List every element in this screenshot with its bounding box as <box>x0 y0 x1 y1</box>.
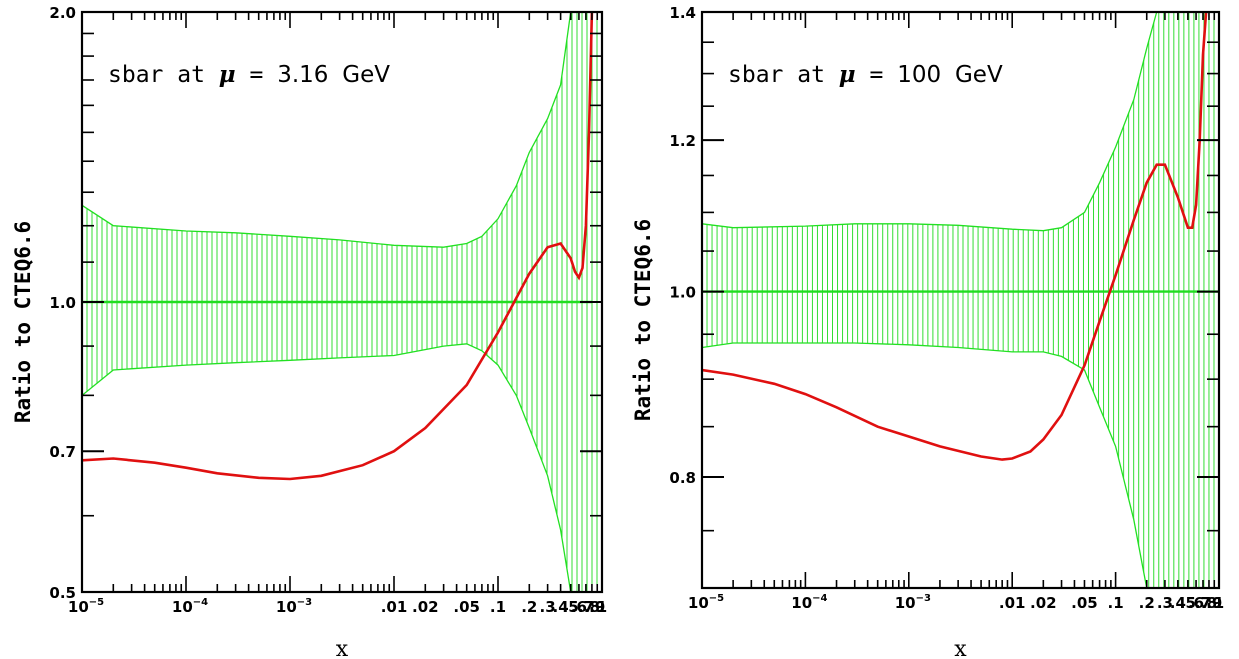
band-lower-edge <box>82 343 602 592</box>
y-axis-label: Ratio to CTEQ6.6 <box>631 219 655 421</box>
uncertainty-band <box>82 12 602 592</box>
x-tick-label: .8 <box>1201 594 1217 612</box>
x-tick-label: 1 <box>1214 594 1224 612</box>
panel-right: 10−5 10−4 10−3.01.02.05.1.2.3.4.5.6.7.8.91… <box>631 4 1224 659</box>
x-tick-label: .4 <box>553 598 569 616</box>
x-tick-label: 10−5 <box>688 593 724 612</box>
y-axis-label: Ratio to CTEQ6.6 <box>11 221 35 423</box>
x-tick-label: .05 <box>453 598 480 616</box>
x-tick-label: .02 <box>1030 594 1057 612</box>
panel-left: 10−5 10−4 10−3.01.02.05.1.2.3.4.5.6.7.8.91… <box>11 4 607 659</box>
x-tick-label: 10−3 <box>895 593 931 612</box>
band-upper-edge <box>702 12 1219 232</box>
y-tick-label: 0.8 <box>669 469 696 487</box>
band-lower-edge <box>702 342 1219 588</box>
plot-frame <box>700 10 1221 590</box>
x-tick-label: 10−4 <box>172 597 208 616</box>
y-tick-label: 1.2 <box>669 132 696 150</box>
x-tick-label: .1 <box>490 598 506 616</box>
uncertainty-band <box>702 12 1219 588</box>
panel-annotation: sbar at μ = 100 GeV <box>728 61 1003 88</box>
x-tick-label: .9 <box>589 598 605 616</box>
band-upper-edge <box>82 12 602 248</box>
x-tick-label: .9 <box>1206 594 1222 612</box>
x-tick-label: .6 <box>1188 594 1204 612</box>
central-ratio-curve <box>702 12 1208 461</box>
x-tick-label: 10−4 <box>791 593 827 612</box>
x-tick-label: .02 <box>412 598 439 616</box>
x-tick-label: .5 <box>1180 594 1196 612</box>
y-tick-label: 1.0 <box>49 294 76 312</box>
x-tick-label: 1 <box>597 598 607 616</box>
x-axis-label: x <box>336 637 349 659</box>
x-tick-label: .1 <box>1108 594 1124 612</box>
x-tick-label: .6 <box>571 598 587 616</box>
x-tick-label: .3 <box>540 598 556 616</box>
x-tick-label: .3 <box>1157 594 1173 612</box>
panel-annotation: sbar at μ = 3.16 GeV <box>108 61 390 88</box>
x-tick-label: .2 <box>521 598 537 616</box>
x-tick-label: .8 <box>584 598 600 616</box>
x-tick-label: 10−3 <box>276 597 312 616</box>
y-tick-label: 0.5 <box>49 584 76 602</box>
y-tick-label: 1.4 <box>669 4 696 22</box>
x-tick-label: .01 <box>999 594 1026 612</box>
x-tick-label: 10−5 <box>68 597 104 616</box>
x-axis-label: x <box>954 637 967 659</box>
x-tick-label: .4 <box>1170 594 1186 612</box>
x-tick-label: .5 <box>563 598 579 616</box>
x-tick-label: .7 <box>578 598 594 616</box>
y-tick-label: 1.0 <box>669 284 696 302</box>
x-tick-label: .7 <box>1195 594 1211 612</box>
central-ratio-curve <box>82 12 594 481</box>
y-tick-label: 0.7 <box>49 443 76 461</box>
x-tick-label: .01 <box>381 598 408 616</box>
y-tick-label: 2.0 <box>49 4 76 22</box>
x-tick-label: .2 <box>1139 594 1155 612</box>
x-tick-label: .05 <box>1071 594 1098 612</box>
